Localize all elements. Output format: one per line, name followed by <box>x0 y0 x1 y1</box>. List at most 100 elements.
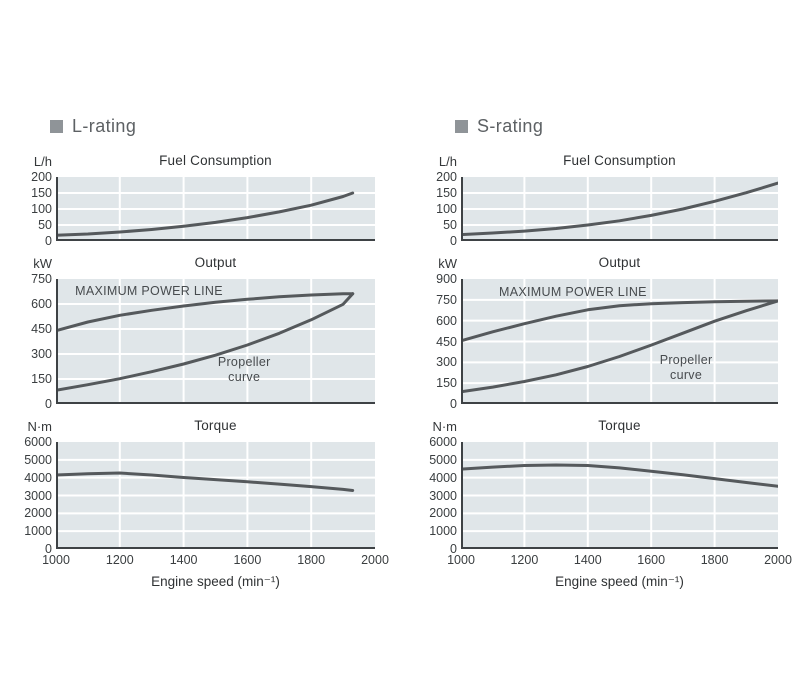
chart-s-fuel-consumption: L/h Fuel Consumption 200 150 100 50 0 <box>419 153 778 248</box>
y-tick-label: 0 <box>45 542 52 556</box>
chart-title: Output <box>598 255 641 270</box>
y-axis-unit-label: kW <box>33 256 52 271</box>
y-tick-label: 5000 <box>24 452 52 467</box>
chart-title: Torque <box>194 418 237 433</box>
y-tick-label: 1000 <box>24 524 52 539</box>
chart-body: 200 150 100 50 0 <box>419 170 778 248</box>
y-tick-label: 50 <box>443 218 457 232</box>
series-torque <box>461 463 778 488</box>
chart-title: Fuel Consumption <box>159 153 272 168</box>
y-tick-label: 100 <box>436 202 457 216</box>
chart-s-torque: N·m Torque 6000 5000 4000 3000 2000 1000 0 100… <box>419 418 792 590</box>
x-tick-label: 2000 <box>764 553 792 567</box>
heading-label: L-rating <box>72 115 137 136</box>
series-fuel-consumption <box>56 191 355 237</box>
y-tick-label: 450 <box>436 334 457 349</box>
x-axis-ticks: 1000 1200 1400 1600 1800 2000 <box>14 553 389 568</box>
y-axis-unit-label: L/h <box>33 154 52 169</box>
y-tick-label: 0 <box>450 234 457 248</box>
y-tick-label: 900 <box>436 272 457 286</box>
chart-title: Fuel Consumption <box>563 153 676 168</box>
y-tick-label: 2000 <box>24 506 52 521</box>
chart-title: Torque <box>598 418 641 433</box>
chart-body: 6000 5000 4000 3000 2000 1000 0 <box>419 435 778 556</box>
y-tick-label: 750 <box>436 292 457 307</box>
chart-l-output: kW Output MAXIMUM POWER LINE Propeller cu… <box>14 255 375 411</box>
heading-square-icon <box>50 119 63 133</box>
series-propeller-curve <box>461 299 778 394</box>
s-rating-heading: S-rating <box>455 115 778 137</box>
chart-header: N·m Torque <box>419 418 778 435</box>
y-tick-label: 50 <box>38 218 52 232</box>
chart-body: MAXIMUM POWER LINE Propeller curve 750 600… <box>14 272 375 411</box>
chart-header: N·m Torque <box>14 418 375 435</box>
y-tick-label: 1000 <box>429 524 457 539</box>
y-tick-label: 6000 <box>429 435 457 449</box>
x-tick-label: 1800 <box>297 553 326 567</box>
y-tick-label: 300 <box>436 355 457 370</box>
y-tick-label: 600 <box>31 297 52 311</box>
propeller-curve-label: Propeller curve <box>659 352 713 382</box>
plot-area <box>56 177 375 241</box>
x-tick-label: 1000 <box>42 553 70 567</box>
y-tick-label: 3000 <box>429 488 457 503</box>
x-axis-ticks: 1000 1200 1400 1600 1800 2000 <box>419 553 792 568</box>
y-tick-label: 150 <box>31 186 52 200</box>
x-axis-label: Engine speed (min⁻¹) <box>151 574 280 589</box>
chart-body: MAXIMUM POWER LINE Propeller curve 900 750… <box>419 272 778 411</box>
series-maximum-power-line <box>461 299 778 343</box>
chart-l-torque: N·m Torque 6000 5000 4000 3000 2000 1000 0 100… <box>14 418 389 590</box>
l-rating-heading: L-rating <box>50 115 375 137</box>
chart-header: L/h Fuel Consumption <box>419 153 778 170</box>
series-torque <box>56 471 355 492</box>
y-tick-label: 0 <box>45 234 52 248</box>
plot-area <box>461 177 778 241</box>
y-tick-label: 0 <box>450 397 457 411</box>
heading-square-icon <box>455 119 468 133</box>
x-tick-label: 1600 <box>233 553 262 567</box>
heading-label: S-rating <box>477 115 544 136</box>
chart-header: L/h Fuel Consumption <box>14 153 375 170</box>
x-tick-label: 1000 <box>447 553 475 567</box>
y-axis-unit-label: N·m <box>432 419 457 434</box>
chart-s-output: kW Output MAXIMUM POWER LINE Propeller cu… <box>419 255 778 411</box>
chart-body: 200 150 100 50 0 <box>14 170 375 248</box>
y-axis-unit-label: N·m <box>27 419 52 434</box>
y-tick-label: 4000 <box>24 470 52 485</box>
y-tick-label: 150 <box>436 376 457 391</box>
y-tick-label: 200 <box>436 170 457 184</box>
chart-body: 6000 5000 4000 3000 2000 1000 0 <box>14 435 375 556</box>
x-tick-label: 1200 <box>105 553 134 567</box>
l-rating-section: L-rating L/h Fuel Consumption 200 150 100 5… <box>14 115 389 590</box>
y-tick-label: 150 <box>436 186 457 200</box>
y-tick-label: 600 <box>436 313 457 328</box>
y-tick-label: 450 <box>31 322 52 336</box>
y-tick-label: 0 <box>45 397 52 411</box>
plot-area <box>461 442 778 549</box>
plot-area: MAXIMUM POWER LINE Propeller curve <box>461 279 778 404</box>
x-tick-label: 2000 <box>361 553 389 567</box>
x-tick-label: 1200 <box>510 553 539 567</box>
y-tick-label: 0 <box>450 542 457 556</box>
series-propeller-curve <box>56 292 355 392</box>
y-tick-label: 750 <box>31 272 52 286</box>
plot-area <box>56 442 375 549</box>
chart-l-fuel-consumption: L/h Fuel Consumption 200 150 100 50 0 <box>14 153 375 248</box>
y-tick-label: 150 <box>31 372 52 386</box>
x-tick-label: 1400 <box>169 553 198 567</box>
series-maximum-power-line <box>56 292 355 333</box>
y-axis-unit-label: kW <box>438 256 457 271</box>
y-tick-label: 2000 <box>429 506 457 521</box>
series-fuel-consumption <box>461 181 778 237</box>
x-tick-label: 1800 <box>700 553 729 567</box>
y-tick-label: 100 <box>31 202 52 216</box>
s-rating-section: S-rating L/h Fuel Consumption 200 150 100 5… <box>419 115 792 590</box>
x-tick-label: 1600 <box>637 553 666 567</box>
plot-area: MAXIMUM POWER LINE Propeller curve <box>56 279 375 404</box>
chart-header: kW Output <box>14 255 375 272</box>
y-tick-label: 300 <box>31 347 52 361</box>
y-tick-label: 200 <box>31 170 52 184</box>
y-tick-label: 4000 <box>429 470 457 485</box>
propeller-curve-label: Propeller curve <box>217 355 271 385</box>
y-tick-label: 3000 <box>24 488 52 503</box>
